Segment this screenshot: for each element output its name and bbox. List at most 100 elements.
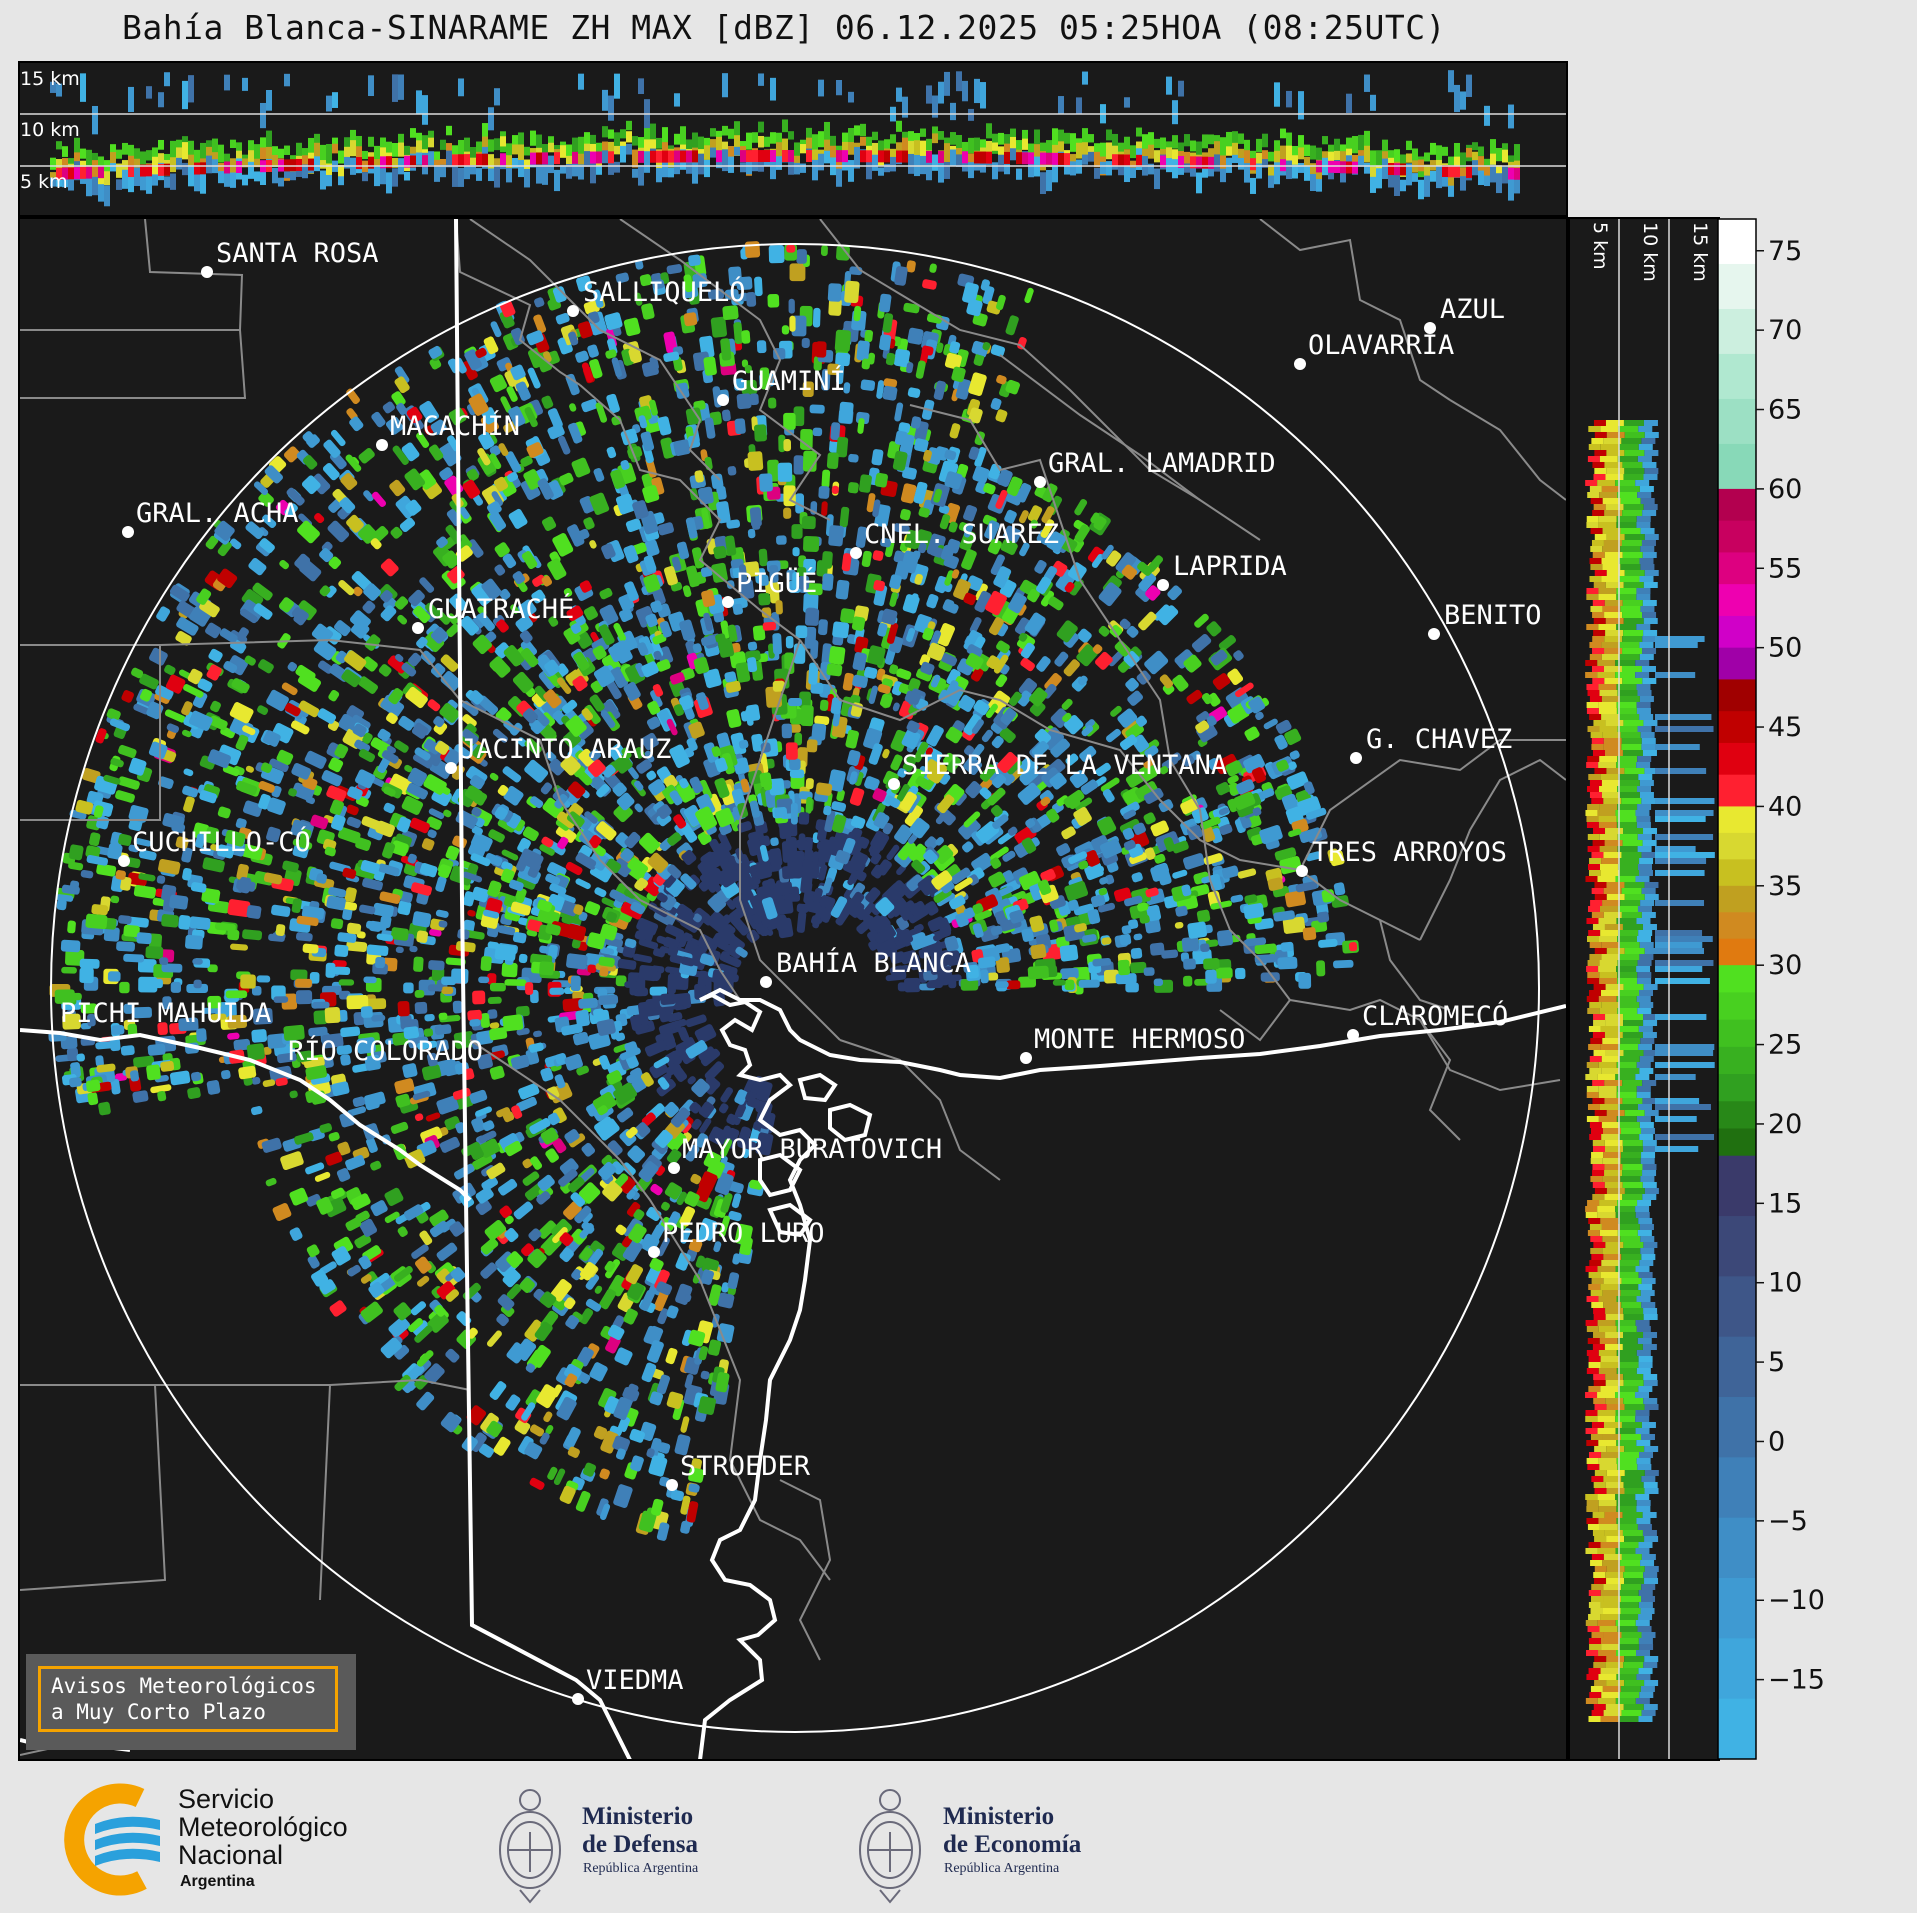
echo-cell: [87, 1092, 99, 1106]
top-echo-cell: [1466, 147, 1472, 158]
top-echo-cell: [1448, 185, 1454, 197]
echo-cell: [832, 621, 850, 639]
echo-cell: [871, 449, 884, 466]
echo-cell: [711, 473, 724, 489]
echo-cell: [1235, 967, 1246, 980]
echo-cell: [161, 914, 179, 928]
top-echo-cell: [614, 145, 620, 155]
echo-cell: [118, 915, 132, 925]
echo-cell: [826, 663, 843, 677]
top-echo-cell: [74, 137, 80, 155]
top-echo-cell: [488, 139, 494, 152]
top-echo-cell: [932, 95, 938, 118]
top-echo-cell: [944, 143, 950, 165]
top-echo-cell: [1094, 151, 1100, 168]
top-echo-cell: [164, 163, 170, 176]
echo-cell: [206, 1080, 221, 1095]
top-echo-cell: [1064, 132, 1070, 144]
top-echo-cell: [218, 171, 224, 184]
top-echo-cell: [326, 95, 332, 112]
top-echo-cell: [1196, 156, 1202, 169]
echo-cell: [810, 639, 819, 659]
echo-cell: [789, 263, 806, 282]
echo-cell: [917, 542, 927, 554]
echo-cell: [657, 522, 675, 536]
top-echo-cell: [224, 153, 230, 165]
top-echo-cell: [164, 176, 170, 188]
top-echo-cell: [632, 136, 638, 146]
top-echo-cell: [206, 146, 212, 157]
top-echo-cell: [320, 170, 326, 190]
echo-cell: [589, 492, 610, 515]
top-echo-cell: [356, 146, 362, 165]
top-echo-cell: [1352, 161, 1358, 174]
echo-cell: [426, 816, 442, 830]
echo-cell: [818, 486, 830, 499]
echo-cell: [258, 491, 274, 507]
echo-cell: [533, 314, 547, 334]
top-echo-cell: [1106, 142, 1112, 160]
echo-cell: [494, 542, 510, 558]
top-echo-cell: [344, 156, 350, 169]
echo-cell: [828, 525, 844, 547]
echo-cell: [1302, 927, 1317, 941]
echo-cell: [789, 315, 796, 332]
top-echo-cell: [800, 144, 806, 154]
echo-cell: [190, 1071, 201, 1082]
top-echo-cell: [302, 148, 308, 160]
echo-cell: [922, 279, 937, 290]
top-echo-cell: [1196, 172, 1202, 194]
top-echo-cell: [1166, 158, 1172, 173]
top-echo-cell: [908, 153, 914, 174]
top-echo-cell: [1250, 177, 1256, 194]
echo-cell: [995, 409, 1008, 423]
echo-cell: [788, 298, 795, 314]
top-echo-cell: [950, 102, 956, 121]
top-echo-cell: [818, 131, 824, 148]
echo-cell: [266, 826, 281, 843]
top-echo-cell: [1118, 154, 1124, 167]
top-echo-cell: [92, 160, 98, 181]
top-echo-cell: [458, 167, 464, 187]
top-echo-cell: [188, 140, 194, 162]
top-echo-cell: [110, 163, 116, 172]
top-echo-cell: [1286, 145, 1292, 162]
echo-cell: [349, 416, 364, 432]
top-echo-cell: [1136, 154, 1142, 167]
top-echo-cell: [854, 125, 860, 136]
top-echo-cell: [830, 135, 836, 155]
top-echo-cell: [326, 174, 332, 187]
echo-cell: [718, 832, 732, 852]
top-echo-cell: [1058, 96, 1064, 115]
top-echo-cell: [428, 137, 434, 148]
echo-cell: [123, 953, 145, 963]
echo-cell: [487, 1009, 498, 1019]
top-echo-cell: [1004, 151, 1010, 164]
top-echo-cell: [758, 135, 764, 148]
echo-cell: [539, 844, 555, 856]
top-echo-cell: [1262, 133, 1268, 148]
top-echo-cell: [80, 73, 86, 102]
top-echo-cell: [236, 142, 242, 155]
top-echo-cell: [1454, 165, 1460, 178]
top-echo-cell: [224, 172, 230, 187]
top-echo-cell: [122, 142, 128, 155]
top-echo-cell: [938, 162, 944, 183]
top-echo-cell: [386, 141, 392, 163]
echo-cell: [1149, 942, 1165, 956]
top-echo-cell: [1106, 129, 1112, 141]
top-echo-cell: [662, 158, 668, 178]
top-echo-cell: [1484, 166, 1490, 182]
echo-cell: [779, 821, 792, 839]
echo-cell: [539, 961, 555, 976]
top-echo-cell: [614, 161, 620, 173]
top-echo-cell: [1082, 142, 1088, 163]
top-echo-cell: [1268, 164, 1274, 182]
top-echo-cell: [482, 153, 488, 166]
echo-cell: [429, 928, 442, 937]
top-echo-cell: [254, 144, 260, 166]
top-echo-cell: [818, 79, 824, 97]
top-echo-cell: [1388, 173, 1394, 188]
top-echo-cell: [296, 142, 302, 165]
top-echo-cell: [776, 132, 782, 147]
